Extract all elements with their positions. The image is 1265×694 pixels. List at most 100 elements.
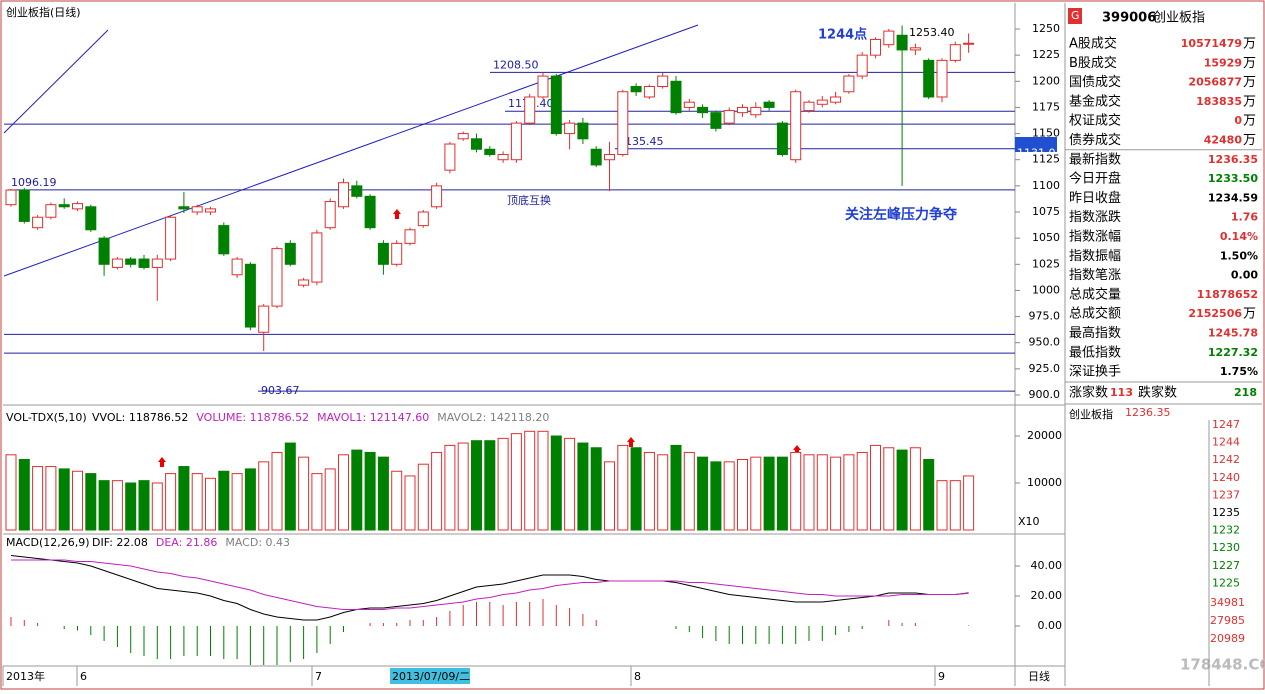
y-tick-label: 900.0 [1029,388,1061,401]
volume-bar [324,468,336,531]
candle-body [72,203,83,210]
candle-body [5,189,17,206]
candle-body [604,153,615,161]
candle-body [45,204,57,218]
row-value: 0 [1234,114,1242,127]
candle-body [803,101,815,112]
row-value: 1.50% [1220,249,1258,262]
y-tick-label: 1075 [1032,205,1060,218]
volume-bar [604,461,615,531]
y-tick-label: 40.00 [1031,559,1063,572]
candle-body [151,258,163,268]
mini-tick: 1240 [1212,471,1240,484]
y-tick-label: 1025 [1032,257,1060,270]
candle-body [670,80,682,114]
candle-body [298,279,310,286]
volume-bar [364,451,376,531]
mini-vol-tick: 34981 [1210,596,1245,609]
volume-bar [165,473,177,531]
row-label: 昨日收盘 [1069,190,1121,206]
row-unit: 万 [1243,56,1256,71]
candle-body [524,96,536,124]
row-label: 指数涨跌 [1069,209,1121,225]
panel-title: MACD(12,26,9) [6,536,90,549]
volume-bar [803,454,815,531]
row-unit: 万 [1243,94,1256,109]
y-tick-label: 1150 [1032,127,1060,140]
row-label: 债券成交 [1069,132,1121,148]
date-box [390,668,470,684]
volume-bar [32,466,44,531]
volume-bar [404,475,416,531]
mini-tick: 1237 [1212,488,1240,501]
mini-vol-tick: 20989 [1210,632,1245,645]
candle-body [271,248,283,307]
volume-bar [923,459,935,531]
y-tick-label: 10000 [1027,476,1062,489]
y-tick-label: 20000 [1027,429,1062,442]
panel-title: VOL-TDX(5,10) [6,411,87,424]
candle-body [338,182,349,208]
candle-body [457,133,469,140]
volume-bar [723,461,735,531]
annotation: 1253.40 [909,26,955,39]
level-label: 1135.45 [618,135,664,148]
unit-label: X10 [1018,515,1040,528]
candle-body [630,86,642,93]
candle-body [98,237,110,265]
volume-bar [298,456,310,531]
macd-line [10,555,969,621]
x-tick-label: 2013年 [6,669,45,683]
volume-bar [936,480,948,531]
volume-bar [484,440,496,531]
legend-entry: MAVOL2: 142118.20 [437,411,549,424]
legend-entry: VOLUME: 118786.52 [196,411,309,424]
volume-bar [510,433,522,531]
row-unit: 万 [1243,133,1256,148]
y-tick-label: 20.00 [1031,589,1063,602]
row-value: 11878652 [1197,288,1258,301]
candle-body [790,91,802,161]
row-label: 国债成交 [1069,74,1121,90]
candle-body [683,101,695,108]
candle-body [404,229,416,244]
volume-bar [284,442,296,531]
volume-bar [710,461,722,531]
icon [1068,8,1082,24]
volume-bar [750,456,762,531]
row-value: 2056877 [1188,76,1242,89]
volume-bar [45,466,57,531]
candle-body [284,242,296,265]
row-value: 0.00 [1231,269,1258,282]
cursor-label: 1131.0 [1017,146,1056,159]
row-unit: 万 [1243,37,1256,52]
row-unit: 万 [1243,75,1256,90]
trend-line [3,24,699,277]
row-label: 总成交量 [1069,286,1121,302]
volume-bar [244,468,256,531]
candle-body [550,75,562,135]
volume-bar [5,454,17,531]
candle-body [537,75,549,98]
y-tick-label: 1250 [1032,22,1060,35]
candle-body [697,106,709,114]
volume-bar [258,461,270,531]
volume-bar [271,451,283,531]
x-tick-label: 6 [80,670,87,683]
candle-body [750,106,762,116]
down-count: 218 [1234,386,1257,399]
volume-bar [231,473,243,531]
candle-body [590,148,602,166]
volume-bar [471,440,482,531]
candle-body [178,206,190,210]
volume-bar [963,475,975,531]
candle-body [830,96,842,103]
volume-bar [151,482,163,531]
row-value: 1234.59 [1208,191,1258,204]
volume-bar [338,454,349,531]
volume-bar [830,456,842,531]
volume-bar [577,442,589,531]
candle-body [843,75,855,93]
volume-bar [790,451,802,531]
